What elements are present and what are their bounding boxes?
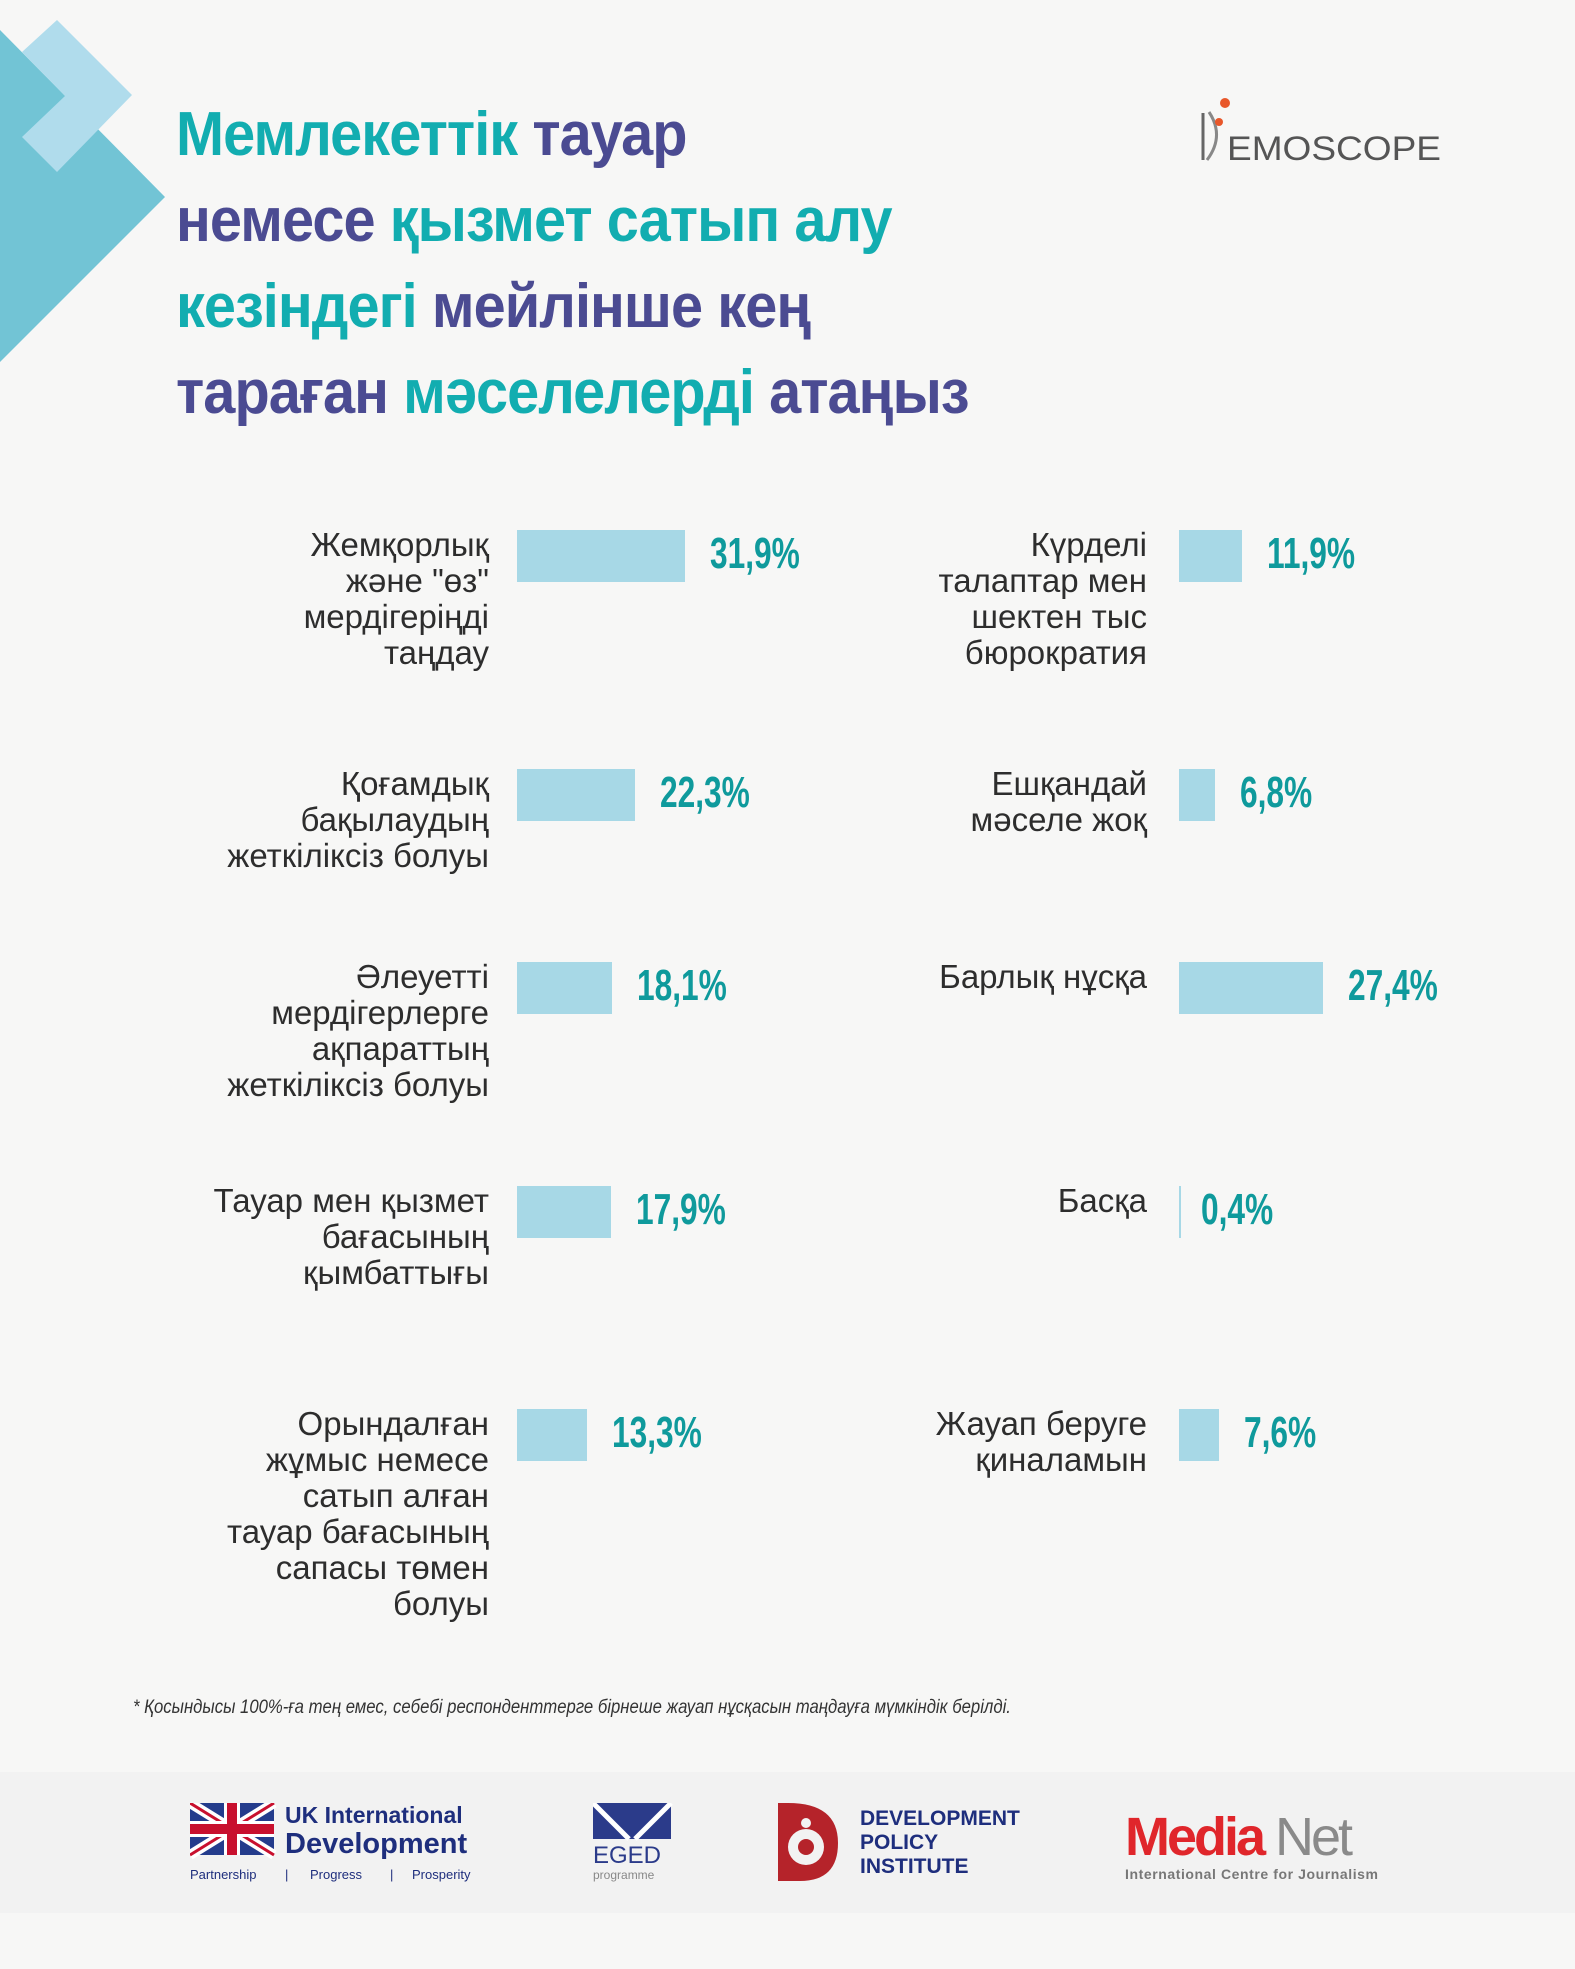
- svg-text:DEVELOPMENT: DEVELOPMENT: [860, 1807, 1020, 1830]
- category-label: Қоғамдық бақылаудың жеткіліксіз болуы: [227, 765, 489, 874]
- category-label: Орындалған жұмыс немесе сатып алған тауа…: [226, 1405, 489, 1622]
- category-label: Басқа: [1057, 1182, 1147, 1219]
- value-label: 17,9%: [636, 1185, 727, 1234]
- title-segment: мәселелерді: [403, 358, 770, 427]
- title-segment: мейлінше кең: [431, 272, 811, 341]
- title-segment: атаңыз: [769, 358, 969, 427]
- title-segment: немесе: [176, 186, 390, 255]
- value-label: 22,3%: [659, 768, 750, 817]
- category-label: Әлеуетті мердігерлерге ақпараттың жеткіл…: [227, 958, 489, 1103]
- category-label: Жемқорлық және "өз" мердігеріңді таңдау: [303, 526, 489, 671]
- value-label: 13,3%: [612, 1408, 702, 1457]
- demoscope-logo: EMOSCOPE: [1201, 98, 1441, 166]
- light-chevron: [22, 20, 132, 172]
- svg-text:UK International: UK International: [285, 1803, 463, 1828]
- medianet-logo: Media Net International Centre for Journ…: [1125, 1807, 1378, 1882]
- title-segment: тараған: [176, 358, 404, 427]
- value-label: 7,6%: [1244, 1408, 1317, 1457]
- teal-triangle: [0, 30, 165, 362]
- uk-international-development-logo: UK International Development Partnership…: [190, 1803, 471, 1882]
- category-label: Күрделі талаптар мен шектен тыс бюрократ…: [938, 526, 1147, 671]
- category-label: Тауар мен қызмет бағасының қымбаттығы: [213, 1182, 489, 1291]
- svg-text:POLICY: POLICY: [860, 1831, 938, 1854]
- value-label: 11,9%: [1266, 529, 1355, 578]
- svg-text:Development: Development: [285, 1828, 467, 1860]
- bar: [1179, 1186, 1182, 1238]
- corner-decoration: [0, 20, 165, 362]
- svg-text:International Centre for Journ: International Centre for Journalism: [1125, 1866, 1378, 1882]
- bar: [1179, 530, 1242, 582]
- bar: [1179, 1409, 1220, 1461]
- svg-text:|: |: [285, 1867, 288, 1882]
- title-segment: тауар: [532, 100, 687, 169]
- svg-text:Progress: Progress: [310, 1867, 363, 1882]
- category-label: Жауап беруге қиналамын: [935, 1405, 1147, 1478]
- development-policy-institute-logo: DEVELOPMENT POLICY INSTITUTE: [778, 1803, 1020, 1881]
- svg-text:|: |: [390, 1867, 393, 1882]
- svg-text:Partnership: Partnership: [190, 1867, 256, 1882]
- title-segment: кезіндегі: [176, 272, 432, 341]
- bar: [1179, 962, 1324, 1014]
- value-label: 31,9%: [710, 529, 800, 578]
- bar: [1179, 769, 1215, 821]
- value-label: 6,8%: [1239, 768, 1313, 817]
- bar: [517, 530, 686, 582]
- bar: [517, 962, 613, 1014]
- partner-footer: UK International Development Partnership…: [0, 1772, 1575, 1913]
- svg-text:Prosperity: Prosperity: [412, 1867, 471, 1882]
- bar: [517, 1186, 612, 1238]
- bar: [517, 1409, 588, 1461]
- category-label: Ешқандай мәселе жоқ: [970, 765, 1147, 838]
- footnote: * Қосындысы 100%-ға тең емес, себебі рес…: [133, 1697, 1011, 1718]
- svg-text:EGED: EGED: [593, 1842, 661, 1869]
- value-label: 0,4%: [1201, 1185, 1274, 1234]
- category-label: Барлық нұсқа: [939, 958, 1147, 995]
- svg-text:Net: Net: [1275, 1807, 1353, 1867]
- value-label: 27,4%: [1348, 961, 1439, 1010]
- eged-logo: EGED programme: [593, 1803, 673, 1882]
- svg-text:Media: Media: [1125, 1807, 1267, 1867]
- bar: [517, 769, 635, 821]
- value-label: 18,1%: [637, 961, 728, 1010]
- title-segment: Мемлекеттік: [176, 100, 533, 169]
- svg-text:EMOSCOPE: EMOSCOPE: [1227, 130, 1441, 166]
- page-title: Мемлекеттік тауар немесе қызмет сатып алу…: [176, 92, 970, 436]
- svg-text:programme: programme: [593, 1868, 655, 1882]
- title-segment: қызмет сатып алу: [389, 186, 893, 255]
- svg-text:INSTITUTE: INSTITUTE: [860, 1855, 969, 1878]
